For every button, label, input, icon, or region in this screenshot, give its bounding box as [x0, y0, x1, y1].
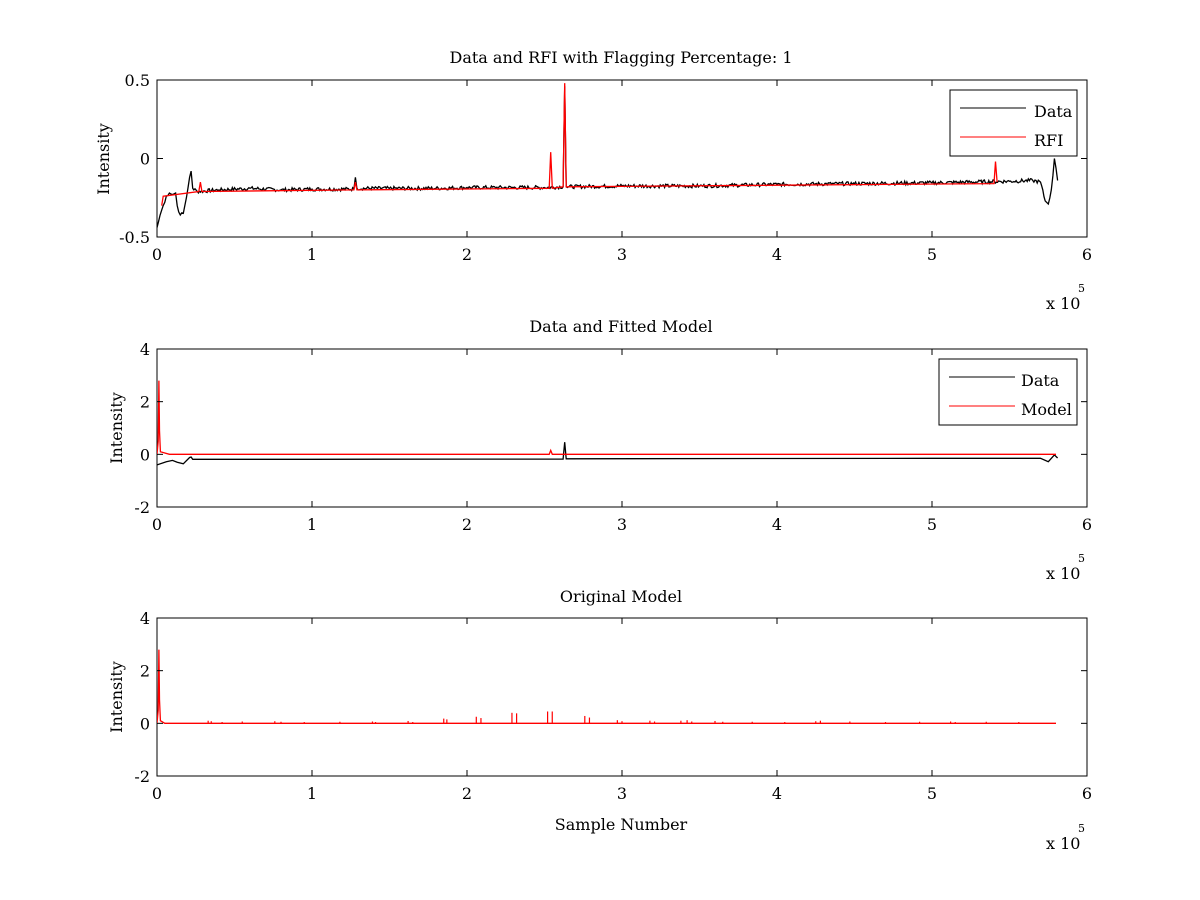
- x-tick-label: 4: [772, 245, 782, 264]
- series-line-original-model: [157, 649, 1056, 724]
- x-tick-label: 0: [152, 245, 162, 264]
- subplot-2-legend-box: [938, 358, 1078, 426]
- x-tick-label: 3: [617, 784, 627, 803]
- subplot-2-legend-label-data: Data: [1021, 371, 1060, 390]
- y-tick-label: 0: [140, 150, 150, 169]
- subplot-2: Data and Fitted Model Intensity 0 1 2 3 4 5 6 4…: [107, 317, 1092, 583]
- subplot-1-legend-label-rfi: RFI: [1034, 131, 1063, 150]
- subplot-3-x-exponent-power: 5: [1078, 822, 1085, 835]
- series-line-model: [157, 380, 1056, 455]
- y-tick-label: 0: [140, 714, 150, 733]
- y-tick-label: 2: [140, 662, 150, 681]
- subplot-1-ylabel: Intensity: [94, 123, 113, 195]
- y-tick-label: 2: [140, 393, 150, 412]
- y-tick-label: 0.5: [125, 71, 150, 90]
- subplot-1-legend: Data RFI: [949, 89, 1078, 157]
- subplot-1-series: [157, 83, 1059, 228]
- series-line-rfi: [161, 83, 998, 206]
- x-tick-label: 4: [772, 515, 782, 534]
- x-tick-label: 3: [617, 245, 627, 264]
- subplot-1-x-exponent-label: x 10: [1046, 294, 1080, 313]
- y-tick-label: -2: [134, 767, 150, 786]
- subplot-2-x-exponent-power: 5: [1078, 552, 1085, 565]
- subplot-2-series: [157, 380, 1059, 466]
- subplot-1-title: Data and RFI with Flagging Percentage: 1: [449, 48, 792, 67]
- subplot-2-ylabel: Intensity: [107, 392, 126, 464]
- x-tick-label: 5: [927, 245, 937, 264]
- x-tick-label: 6: [1082, 515, 1092, 534]
- subplot-1-x-exponent-power: 5: [1078, 282, 1085, 295]
- y-tick-label: 4: [140, 609, 150, 628]
- y-tick-label: 4: [140, 340, 150, 359]
- x-tick-label: 4: [772, 784, 782, 803]
- subplot-1-legend-box: [949, 89, 1078, 157]
- x-tick-label: 0: [152, 515, 162, 534]
- series-line-data: [157, 442, 1059, 466]
- subplot-3-series: [157, 649, 1056, 724]
- subplot-3-title: Original Model: [560, 587, 682, 606]
- subplot-1-ticks: 0 1 2 3 4 5 60.50-0.5: [119, 71, 1092, 264]
- x-tick-label: 1: [307, 515, 317, 534]
- subplot-1: Data and RFI with Flagging Percentage: 1…: [94, 48, 1092, 313]
- x-tick-label: 2: [462, 245, 472, 264]
- x-tick-label: 3: [617, 515, 627, 534]
- x-tick-label: 5: [927, 515, 937, 534]
- subplot-3-x-exponent-label: x 10: [1046, 834, 1080, 853]
- x-tick-label: 1: [307, 245, 317, 264]
- subplot-2-legend: Data Model: [938, 358, 1078, 426]
- y-tick-label: -0.5: [119, 228, 150, 247]
- x-tick-label: 1: [307, 784, 317, 803]
- x-tick-label: 2: [462, 784, 472, 803]
- y-tick-label: -2: [134, 498, 150, 517]
- x-tick-label: 6: [1082, 245, 1092, 264]
- x-tick-label: 6: [1082, 784, 1092, 803]
- subplot-3-axes: [156, 617, 1088, 777]
- subplot-3-ylabel: Intensity: [107, 661, 126, 733]
- y-tick-label: 0: [140, 445, 150, 464]
- x-tick-label: 0: [152, 784, 162, 803]
- x-tick-label: 2: [462, 515, 472, 534]
- subplot-2-axes: [156, 348, 1088, 508]
- x-tick-label: 5: [927, 784, 937, 803]
- subplot-2-title: Data and Fitted Model: [529, 317, 712, 336]
- subplot-1-legend-label-data: Data: [1034, 102, 1073, 121]
- subplot-2-x-exponent-label: x 10: [1046, 564, 1080, 583]
- subplot-1-axes: [156, 79, 1088, 238]
- subplot-2-legend-label-model: Model: [1021, 400, 1072, 419]
- subplot-3-xlabel: Sample Number: [555, 815, 688, 834]
